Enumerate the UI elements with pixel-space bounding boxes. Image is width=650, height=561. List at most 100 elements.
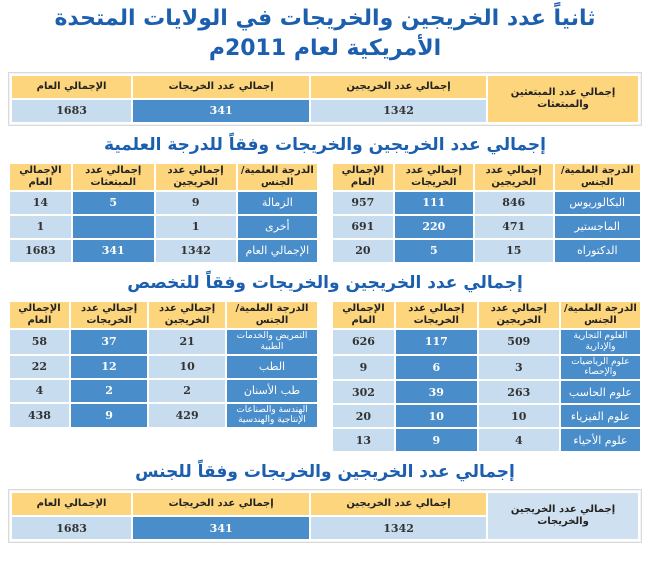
table-row: علوم الفيزياء 10 10 20	[333, 405, 640, 428]
table-row: الدكتوراه 15 5 20	[333, 240, 640, 262]
header-cell: إجمالي عدد الخريجين	[474, 164, 553, 190]
table-row: طب الأسنان 2 2 4	[10, 379, 317, 402]
row-label: الماجستير	[554, 216, 640, 238]
value-cell: 10	[478, 405, 559, 428]
table-row: الماجستير 471 220 691	[333, 216, 640, 238]
value-cell: 263	[478, 381, 559, 404]
header-cell: الدرجة العلمية/ الجنس	[560, 302, 640, 328]
value-cell: 1	[155, 216, 236, 238]
value-cell	[72, 216, 154, 238]
table-row: علوم الرياضيات والإحصاء 3 6 9	[333, 355, 640, 380]
value-cell: 9	[70, 403, 148, 428]
row-label: التمريض والخدمات الطبية	[226, 330, 317, 354]
value-cell: 4	[10, 379, 69, 402]
value-cell: 3	[478, 355, 559, 380]
value-cell: 626	[333, 330, 394, 354]
summary-label: إجمالي عدد المبتعثين والمبتعثات	[488, 76, 638, 122]
summary-table: إجمالي عدد المبتعثين والمبتعثات إجمالي ع…	[10, 74, 640, 124]
summary-frame: إجمالي عدد المبتعثين والمبتعثات إجمالي ع…	[8, 72, 642, 126]
value-cell: 9	[395, 429, 477, 452]
major-table-left: الدرجة العلمية/ الجنس إجمالي عدد الخريجين…	[8, 300, 319, 430]
header-cell: إجمالي عدد الخريجين	[149, 302, 225, 328]
header-cell: الدرجة العلمية/ الجنس	[237, 164, 317, 190]
row-label: علوم الحاسب	[560, 381, 640, 404]
header-cell: الإجمالي العام	[10, 302, 69, 328]
value-cell: 39	[395, 381, 477, 404]
value-cell: 429	[149, 403, 225, 428]
value-cell: 509	[478, 330, 559, 354]
value-cell: 9	[155, 192, 236, 214]
header-cell: الدرجة العلمية/ الجنس	[554, 164, 640, 190]
value-cell: 5	[72, 192, 154, 214]
header-cell: الإجمالي العام	[12, 493, 132, 516]
value-cell: 117	[395, 330, 477, 354]
value-cell: 20	[333, 240, 393, 262]
table-row: الزمالة 9 5 14	[10, 192, 317, 214]
table-row: علوم الأحياء 4 9 13	[333, 429, 640, 452]
table-row: الطب 10 12 22	[10, 355, 317, 378]
header-cell: الإجمالي العام	[10, 164, 71, 190]
header-cell: إجمالي عدد الخريجات	[394, 164, 473, 190]
value-cell: 4	[478, 429, 559, 452]
degree-table-right: الدرجة العلمية/ الجنس إجمالي عدد الخريجين…	[331, 162, 642, 264]
value-cell: 1683	[12, 517, 132, 540]
value-cell: 846	[474, 192, 553, 214]
value-cell: 341	[72, 240, 154, 262]
table-row: علوم الحاسب 263 39 302	[333, 381, 640, 404]
table-row: العلوم التجارية والإدارية 509 117 626	[333, 330, 640, 354]
header-cell: الإجمالي العام	[333, 302, 394, 328]
table-row: أخرى 1 1	[10, 216, 317, 238]
value-cell: 341	[133, 100, 310, 122]
header-cell: إجمالي عدد الخريجين	[478, 302, 559, 328]
value-cell: 12	[70, 355, 148, 378]
header-cell: إجمالي عدد الخريجين	[155, 164, 236, 190]
header-cell: إجمالي عدد الخريجات	[395, 302, 477, 328]
value-cell: 341	[133, 517, 310, 540]
row-label: أخرى	[237, 216, 317, 238]
header-cell: إجمالي عدد المبتعثات	[72, 164, 154, 190]
row-label: علوم الفيزياء	[560, 405, 640, 428]
header-cell: الإجمالي العام	[333, 164, 393, 190]
table-row: البكالوريوس 846 111 957	[333, 192, 640, 214]
header-cell: الدرجة العلمية/ الجنس	[226, 302, 317, 328]
value-cell: 9	[333, 355, 394, 380]
value-cell: 22	[10, 355, 69, 378]
row-label: الدكتوراه	[554, 240, 640, 262]
header-cell: إجمالي عدد الخريجين	[311, 76, 486, 98]
section-heading-degree: إجمالي عدد الخريجين والخريجات وفقاً للدر…	[104, 135, 546, 155]
major-tables: الدرجة العلمية/ الجنس إجمالي عدد الخريجين…	[8, 300, 642, 454]
gender-frame: إجمالي عدد الخريجين والخريجات إجمالي عدد…	[8, 489, 642, 544]
header-cell: إجمالي عدد الخريجات	[133, 493, 310, 516]
gender-table: إجمالي عدد الخريجين والخريجات إجمالي عدد…	[10, 491, 640, 542]
major-table-right: الدرجة العلمية/ الجنس إجمالي عدد الخريجين…	[331, 300, 642, 454]
row-label: الزمالة	[237, 192, 317, 214]
value-cell: 691	[333, 216, 393, 238]
value-cell: 10	[395, 405, 477, 428]
value-cell: 14	[10, 192, 71, 214]
section-heading-major: إجمالي عدد الخريجين والخريجات وفقاً للتخ…	[127, 273, 523, 293]
degree-tables: الدرجة العلمية/ الجنس إجمالي عدد الخريجين…	[8, 162, 642, 264]
value-cell: 21	[149, 330, 225, 354]
value-cell: 58	[10, 330, 69, 354]
value-cell: 438	[10, 403, 69, 428]
value-cell: 10	[149, 355, 225, 378]
value-cell: 1342	[311, 100, 486, 122]
page-title: ثانياً عدد الخريجين والخريجات في الولايا…	[54, 6, 596, 61]
header-cell: إجمالي عدد الخريجات	[133, 76, 310, 98]
degree-table-left: الدرجة العلمية/ الجنس إجمالي عدد الخريجين…	[8, 162, 319, 264]
header-cell: الإجمالي العام	[12, 76, 132, 98]
value-cell: 957	[333, 192, 393, 214]
value-cell: 302	[333, 381, 394, 404]
value-cell: 2	[70, 379, 148, 402]
value-cell: 13	[333, 429, 394, 452]
value-cell: 20	[333, 405, 394, 428]
value-cell: 111	[394, 192, 473, 214]
table-row: التمريض والخدمات الطبية 21 37 58	[10, 330, 317, 354]
row-label: الطب	[226, 355, 317, 378]
value-cell: 471	[474, 216, 553, 238]
value-cell: 1342	[311, 517, 486, 540]
value-cell: 1683	[10, 240, 71, 262]
value-cell: 15	[474, 240, 553, 262]
value-cell: 1683	[12, 100, 132, 122]
row-label: الهندسة والصناعات الإنتاجية والهندسية	[226, 403, 317, 428]
